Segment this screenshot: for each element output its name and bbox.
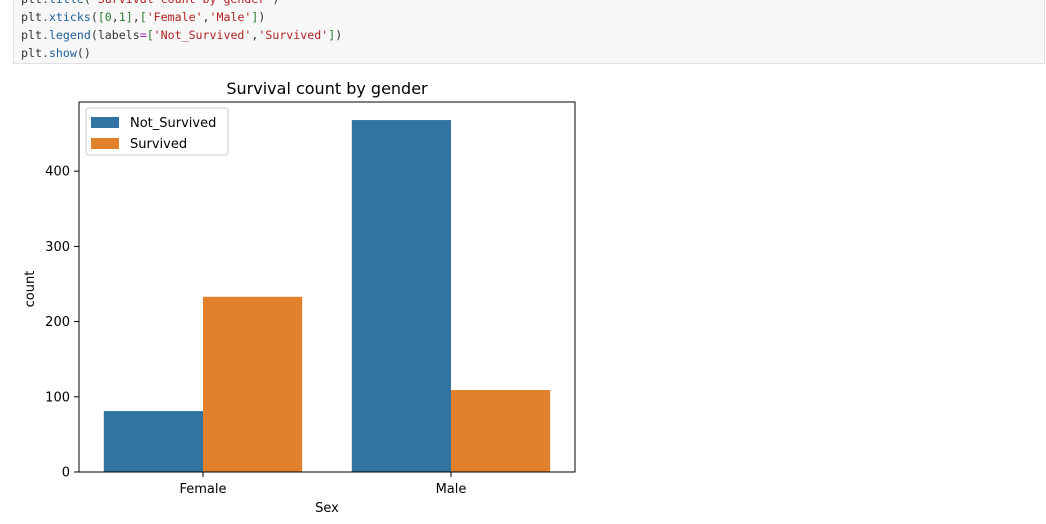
y-tick-label: 300 <box>45 240 70 255</box>
code-token: 'Survival count by gender' <box>91 0 272 6</box>
legend-label: Survived <box>130 137 187 152</box>
y-axis-label: count <box>23 271 38 308</box>
code-line: plt.xticks([0,1],['Female','Male']) <box>21 8 265 26</box>
x-axis-label: Sex <box>315 501 339 516</box>
code-token-paren: ) <box>258 10 266 24</box>
code-line: plt.show() <box>21 44 91 62</box>
y-tick-label: 200 <box>45 315 70 330</box>
code-token: ] <box>125 10 133 24</box>
code-token-name: plt <box>21 0 42 6</box>
code-token-paren: ( <box>90 10 98 24</box>
code-cell[interactable]: plt.title('Survival count by gender') pl… <box>13 0 1045 64</box>
y-tick-label: 400 <box>45 165 70 180</box>
y-tick-label: 0 <box>62 466 70 481</box>
code-token: , <box>251 28 259 42</box>
plot-area-frame <box>78 101 576 473</box>
x-tick-label: Male <box>436 482 467 497</box>
code-token: 'Survived' <box>258 28 329 42</box>
code-token-function: xticks <box>48 10 91 24</box>
y-tick-label: 100 <box>45 390 70 405</box>
chart-title: Survival count by gender <box>226 79 428 98</box>
code-token: , <box>202 10 210 24</box>
code-token: , <box>132 10 140 24</box>
code-token-function: title <box>49 0 84 6</box>
code-token-paren: ) <box>335 28 343 42</box>
code-token-paren: ( <box>90 28 98 42</box>
legend-label: Not_Survived <box>130 116 216 131</box>
code-token: [ <box>97 10 105 24</box>
code-token-function: legend <box>48 28 91 42</box>
code-token-paren: ( <box>76 46 84 60</box>
code-token: ] <box>328 28 336 42</box>
code-token-paren: ) <box>272 0 279 6</box>
bar-male-not-survived <box>351 120 451 473</box>
code-token-function: show <box>48 46 77 60</box>
code-token: 'Male' <box>209 10 252 24</box>
code-token: , <box>111 10 119 24</box>
code-token: ] <box>251 10 259 24</box>
x-tick-label: Female <box>179 482 226 497</box>
code-token: 0 <box>104 10 112 24</box>
code-token-name: plt <box>21 28 42 42</box>
chart-figure: Survival count by gender count Sex Femal… <box>0 68 600 524</box>
bar-chart: Survival count by gender count Sex Femal… <box>23 79 576 516</box>
bar-female-survived <box>203 296 303 472</box>
legend-box <box>85 107 229 156</box>
code-token: 'Female' <box>146 10 203 24</box>
code-token-dot: . <box>41 10 49 24</box>
legend-swatch-not-survived <box>91 117 119 128</box>
legend-swatch-survived <box>91 138 119 149</box>
code-token: 'Not_Survived' <box>153 28 252 42</box>
code-token: [ <box>146 28 154 42</box>
code-token-paren: ( <box>84 0 91 6</box>
code-token-name: plt <box>21 10 42 24</box>
code-token: = <box>139 28 147 42</box>
code-token-paren: ) <box>83 46 91 60</box>
code-token-dot: . <box>42 0 49 6</box>
code-token: [ <box>139 10 147 24</box>
bar-female-not-survived <box>103 411 203 472</box>
code-line: plt.legend(labels=['Not_Survived','Survi… <box>21 26 342 44</box>
code-token: 1 <box>118 10 126 24</box>
code-token-dot: . <box>41 46 49 60</box>
bar-male-survived <box>451 390 551 472</box>
code-token: labels <box>97 28 140 42</box>
code-token-dot: . <box>41 28 49 42</box>
code-token-name: plt <box>21 46 42 60</box>
code-line: plt.title('Survival count by gender') <box>21 0 279 8</box>
